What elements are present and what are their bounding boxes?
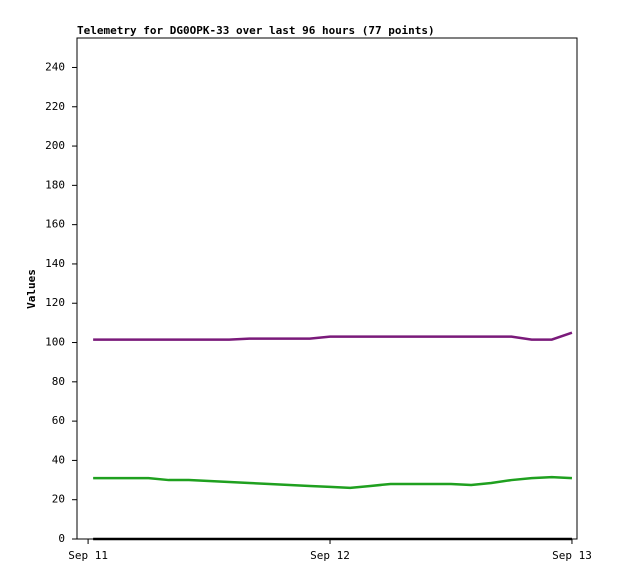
y-tick-label: 0 (58, 532, 65, 545)
x-tick-label: Sep 12 (310, 549, 350, 562)
y-tick-label: 220 (45, 100, 65, 113)
x-tick-label: Sep 13 (552, 549, 592, 562)
y-tick-label: 120 (45, 296, 65, 309)
plot-frame (76, 37, 578, 540)
y-tick-label: 60 (52, 414, 65, 427)
y-tick-label: 140 (45, 257, 65, 270)
y-tick-label: 80 (52, 375, 65, 388)
y-tick-label: 100 (45, 336, 65, 349)
y-tick-label: 200 (45, 139, 65, 152)
y-axis-label: Values (25, 269, 38, 309)
y-tick-label: 160 (45, 218, 65, 231)
y-tick-label: 20 (52, 493, 65, 506)
chart-title: Telemetry for DG0OPK-33 over last 96 hou… (77, 24, 435, 37)
y-tick-label: 180 (45, 178, 65, 191)
series-line (93, 331, 573, 341)
y-tick-label: 40 (52, 453, 65, 466)
y-tick-label: 240 (45, 60, 65, 73)
x-tick-label: Sep 11 (68, 549, 108, 562)
series-line (93, 475, 573, 490)
